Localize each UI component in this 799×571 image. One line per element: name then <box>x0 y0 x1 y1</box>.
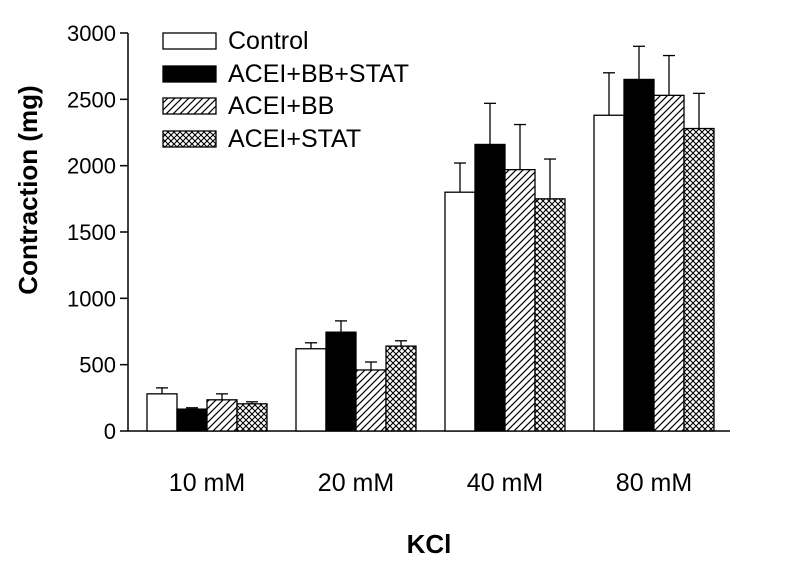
legend-label: Control <box>228 27 309 55</box>
legend-swatch <box>162 130 217 148</box>
y-axis-title: Contraction (mg) <box>13 85 43 294</box>
y-tick-label: 3000 <box>67 21 116 46</box>
y-tick-label: 2000 <box>67 154 116 179</box>
bar <box>683 127 715 432</box>
bar <box>385 345 417 432</box>
bar <box>534 198 566 432</box>
legend-swatch <box>162 32 217 50</box>
bar <box>325 331 357 432</box>
y-tick-label: 2500 <box>67 87 116 112</box>
legend-label: ACEI+STAT <box>228 125 361 153</box>
bar <box>504 168 536 432</box>
x-axis-title: KCl <box>407 529 452 559</box>
legend-swatch <box>162 65 217 83</box>
bar <box>444 191 476 432</box>
bar <box>623 78 655 432</box>
bar <box>593 114 625 432</box>
bar <box>474 143 506 432</box>
bar <box>653 94 685 432</box>
legend: Control ACEI+BB+STAT ACEI+BB ACEI+STAT <box>162 27 409 153</box>
bar <box>236 403 268 432</box>
legend-label: ACEI+BB+STAT <box>228 60 409 88</box>
x-tick-label: 10 mM <box>169 469 245 497</box>
bar <box>176 408 208 432</box>
x-tick-labels: 10 mM 20 mM 40 mM 80 mM <box>169 469 692 497</box>
bars <box>146 45 715 432</box>
y-tick-label: 1000 <box>67 286 116 311</box>
x-tick-label: 80 mM <box>616 469 692 497</box>
bar <box>146 393 178 432</box>
y-tick-label: 0 <box>104 419 116 444</box>
y-tick-label: 1500 <box>67 220 116 245</box>
x-tick-label: 20 mM <box>318 469 394 497</box>
axes: Contraction (mg) KCl <box>13 33 730 559</box>
bar <box>206 399 238 432</box>
x-tick-label: 40 mM <box>467 469 543 497</box>
y-ticks: 0 500 1000 1500 2000 2500 3000 <box>67 21 128 444</box>
legend-label: ACEI+BB <box>228 92 334 120</box>
legend-swatch <box>162 97 217 115</box>
bar <box>355 369 387 432</box>
bar <box>295 348 327 432</box>
y-tick-label: 500 <box>79 353 116 378</box>
